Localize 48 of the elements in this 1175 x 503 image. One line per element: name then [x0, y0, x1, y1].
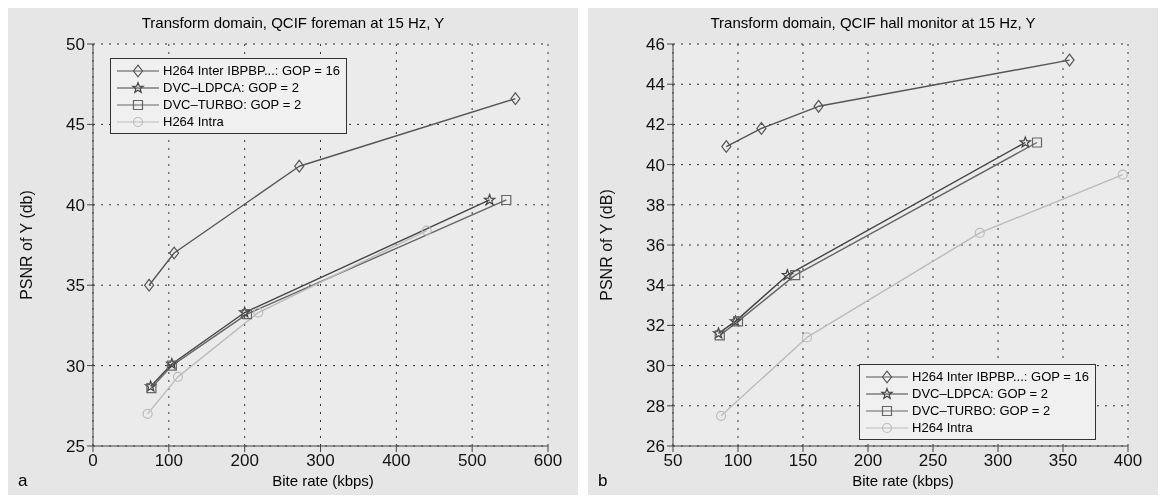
- x-tick-label: 600: [533, 451, 563, 471]
- y-tick-label: 28: [646, 396, 665, 416]
- chart-title: Transform domain, QCIF foreman at 15 Hz, Y: [140, 13, 446, 33]
- legend-label: DVC–LDPCA: GOP = 2: [912, 386, 1049, 401]
- y-tick-label: 44: [646, 75, 665, 95]
- y-tick-label: 26: [646, 437, 665, 457]
- text: b: [598, 471, 608, 491]
- y-tick-label: 50: [66, 35, 85, 55]
- legend-label: H264 Intra: [912, 420, 973, 435]
- x-tick-label: 400: [382, 451, 411, 471]
- chart-title: Transform domain, QCIF hall monitor at 15 Hz, Y: [709, 13, 1037, 33]
- y-tick-label: 25: [66, 437, 85, 457]
- x-tick-label: 300: [983, 451, 1013, 471]
- legend-label: H264 Inter IBPBP...: GOP = 16: [912, 369, 1089, 384]
- legend-label: DVC–TURBO: GOP = 2: [912, 403, 1051, 418]
- y-tick-label: 36: [646, 236, 665, 256]
- x-tick-label: 100: [723, 451, 753, 471]
- x-tick-label: 350: [1048, 451, 1078, 471]
- x-tick-label: 150: [788, 451, 818, 471]
- y-tick-label: 40: [66, 195, 85, 215]
- text: a: [18, 471, 28, 491]
- x-tick-label: 500: [457, 451, 487, 471]
- y-tick-label: 32: [646, 316, 665, 336]
- y-tick-label: 46: [646, 35, 665, 55]
- y-tick-label: 40: [646, 155, 665, 175]
- legend-label: H264 Inter IBPBP...: GOP = 16: [163, 63, 340, 78]
- y-tick-label: 38: [646, 195, 665, 215]
- y-tick-label: 45: [66, 115, 85, 135]
- x-tick-label: 200: [853, 451, 883, 471]
- x-tick-label: 100: [154, 451, 184, 471]
- legend-label: H264 Intra: [163, 114, 224, 129]
- y-tick-label: 34: [646, 276, 665, 296]
- x-tick-label: 200: [230, 451, 259, 471]
- y-tick-label: 30: [66, 356, 85, 376]
- x-tick-label: 300: [306, 451, 335, 471]
- x-axis-title: Bite rate (kbps): [852, 472, 954, 489]
- x-tick-label: 50: [663, 451, 683, 471]
- legend-label: DVC–TURBO: GOP = 2: [163, 97, 302, 112]
- x-axis-title: Bite rate (kbps): [272, 472, 374, 489]
- y-axis-title: PSNR of Y (dB): [597, 189, 615, 301]
- x-tick-label: 250: [918, 451, 948, 471]
- x-tick-label: 0: [88, 451, 98, 471]
- x-tick-label: 400: [1113, 451, 1143, 471]
- y-axis-title: PSNR of Y (db): [17, 190, 35, 300]
- legend-label: DVC–LDPCA: GOP = 2: [163, 80, 299, 95]
- y-tick-label: 35: [66, 276, 85, 296]
- y-tick-label: 42: [646, 115, 665, 135]
- y-tick-label: 30: [646, 356, 665, 376]
